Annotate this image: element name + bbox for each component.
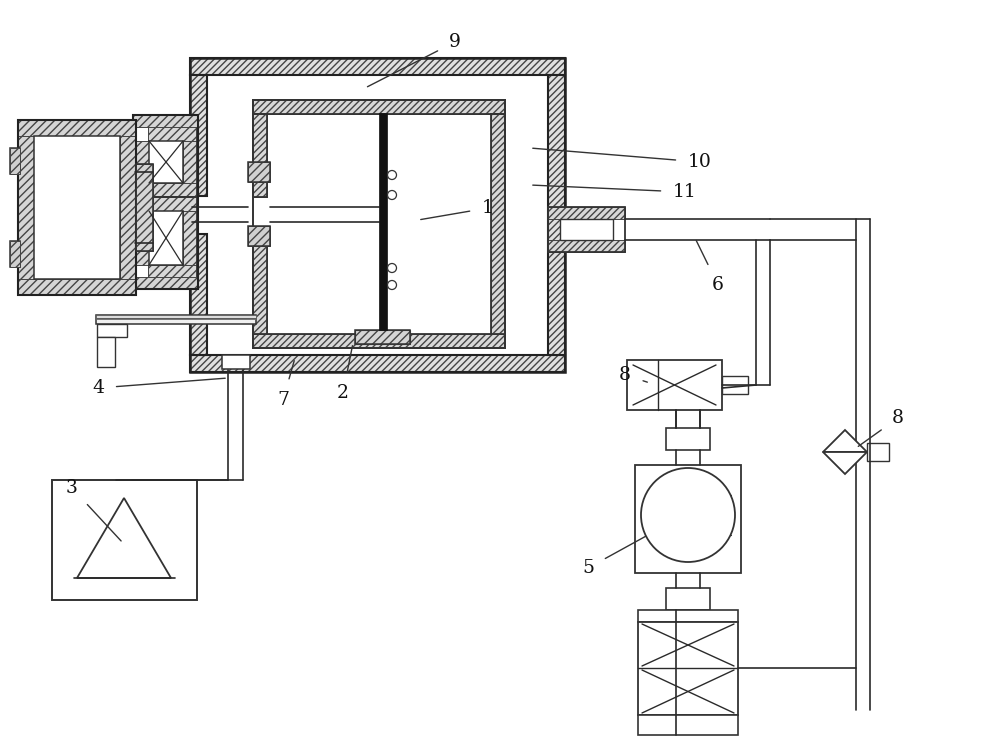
- Bar: [148, 265, 198, 280]
- Bar: [190, 58, 565, 75]
- Bar: [18, 120, 136, 136]
- Bar: [548, 207, 625, 252]
- Bar: [133, 115, 198, 289]
- Text: 4: 4: [92, 378, 225, 397]
- Bar: [149, 141, 183, 183]
- Bar: [666, 588, 710, 610]
- Bar: [248, 226, 270, 246]
- Bar: [190, 75, 207, 196]
- Polygon shape: [823, 452, 867, 474]
- Bar: [253, 114, 267, 197]
- Bar: [638, 715, 738, 735]
- Text: 5: 5: [582, 537, 646, 577]
- Bar: [97, 324, 127, 337]
- Text: 11: 11: [533, 183, 697, 201]
- Bar: [248, 226, 270, 246]
- Bar: [34, 136, 120, 279]
- Bar: [253, 334, 505, 348]
- Bar: [96, 315, 256, 319]
- Bar: [135, 125, 197, 197]
- Bar: [548, 75, 565, 355]
- Polygon shape: [77, 498, 171, 578]
- Bar: [253, 114, 267, 197]
- Text: 1: 1: [421, 199, 494, 219]
- Bar: [638, 610, 738, 622]
- Bar: [190, 75, 207, 196]
- Circle shape: [388, 263, 396, 272]
- Bar: [253, 233, 267, 334]
- Bar: [190, 58, 565, 75]
- Bar: [253, 334, 505, 348]
- Bar: [190, 234, 207, 355]
- Text: 9: 9: [367, 33, 461, 87]
- Bar: [18, 279, 136, 295]
- Text: 8: 8: [858, 409, 904, 447]
- Bar: [190, 355, 565, 372]
- Bar: [18, 136, 34, 279]
- Bar: [183, 211, 197, 265]
- Text: 2: 2: [337, 346, 352, 402]
- Polygon shape: [823, 430, 867, 452]
- Bar: [96, 315, 256, 324]
- Bar: [97, 337, 115, 367]
- Bar: [548, 207, 625, 219]
- Circle shape: [641, 468, 735, 562]
- Bar: [253, 100, 505, 348]
- Bar: [120, 136, 136, 279]
- Text: 7: 7: [277, 361, 294, 409]
- Bar: [148, 197, 198, 211]
- Bar: [548, 75, 565, 355]
- Bar: [355, 330, 410, 344]
- Bar: [635, 465, 741, 573]
- Bar: [253, 233, 267, 334]
- Text: 8: 8: [619, 366, 647, 384]
- Bar: [10, 241, 20, 267]
- Bar: [253, 100, 505, 114]
- Bar: [491, 114, 505, 334]
- Bar: [148, 183, 198, 197]
- Bar: [52, 480, 197, 600]
- Bar: [136, 164, 153, 251]
- Bar: [491, 114, 505, 334]
- Bar: [148, 125, 198, 141]
- Bar: [627, 360, 722, 410]
- Bar: [222, 355, 250, 369]
- Bar: [135, 211, 149, 265]
- Bar: [560, 219, 613, 240]
- Bar: [190, 58, 565, 372]
- Bar: [149, 211, 183, 265]
- Bar: [548, 240, 625, 252]
- Bar: [133, 115, 198, 127]
- Bar: [10, 148, 20, 174]
- Bar: [190, 234, 207, 355]
- Bar: [248, 162, 270, 182]
- Text: 3: 3: [66, 479, 121, 541]
- Text: 6: 6: [696, 241, 724, 294]
- Circle shape: [388, 280, 396, 289]
- Circle shape: [388, 171, 396, 180]
- Bar: [638, 622, 738, 715]
- Bar: [10, 241, 20, 267]
- Bar: [183, 141, 197, 183]
- Bar: [248, 162, 270, 182]
- Circle shape: [388, 191, 396, 199]
- Bar: [666, 428, 710, 450]
- Bar: [135, 197, 197, 280]
- Bar: [190, 355, 565, 372]
- Bar: [379, 113, 387, 330]
- Text: 10: 10: [533, 148, 712, 171]
- Bar: [867, 443, 889, 461]
- Bar: [133, 277, 198, 289]
- Bar: [136, 164, 153, 251]
- Bar: [135, 141, 149, 183]
- Bar: [722, 376, 748, 394]
- Bar: [355, 330, 410, 344]
- Bar: [253, 100, 505, 114]
- Bar: [10, 148, 20, 174]
- Bar: [18, 120, 136, 295]
